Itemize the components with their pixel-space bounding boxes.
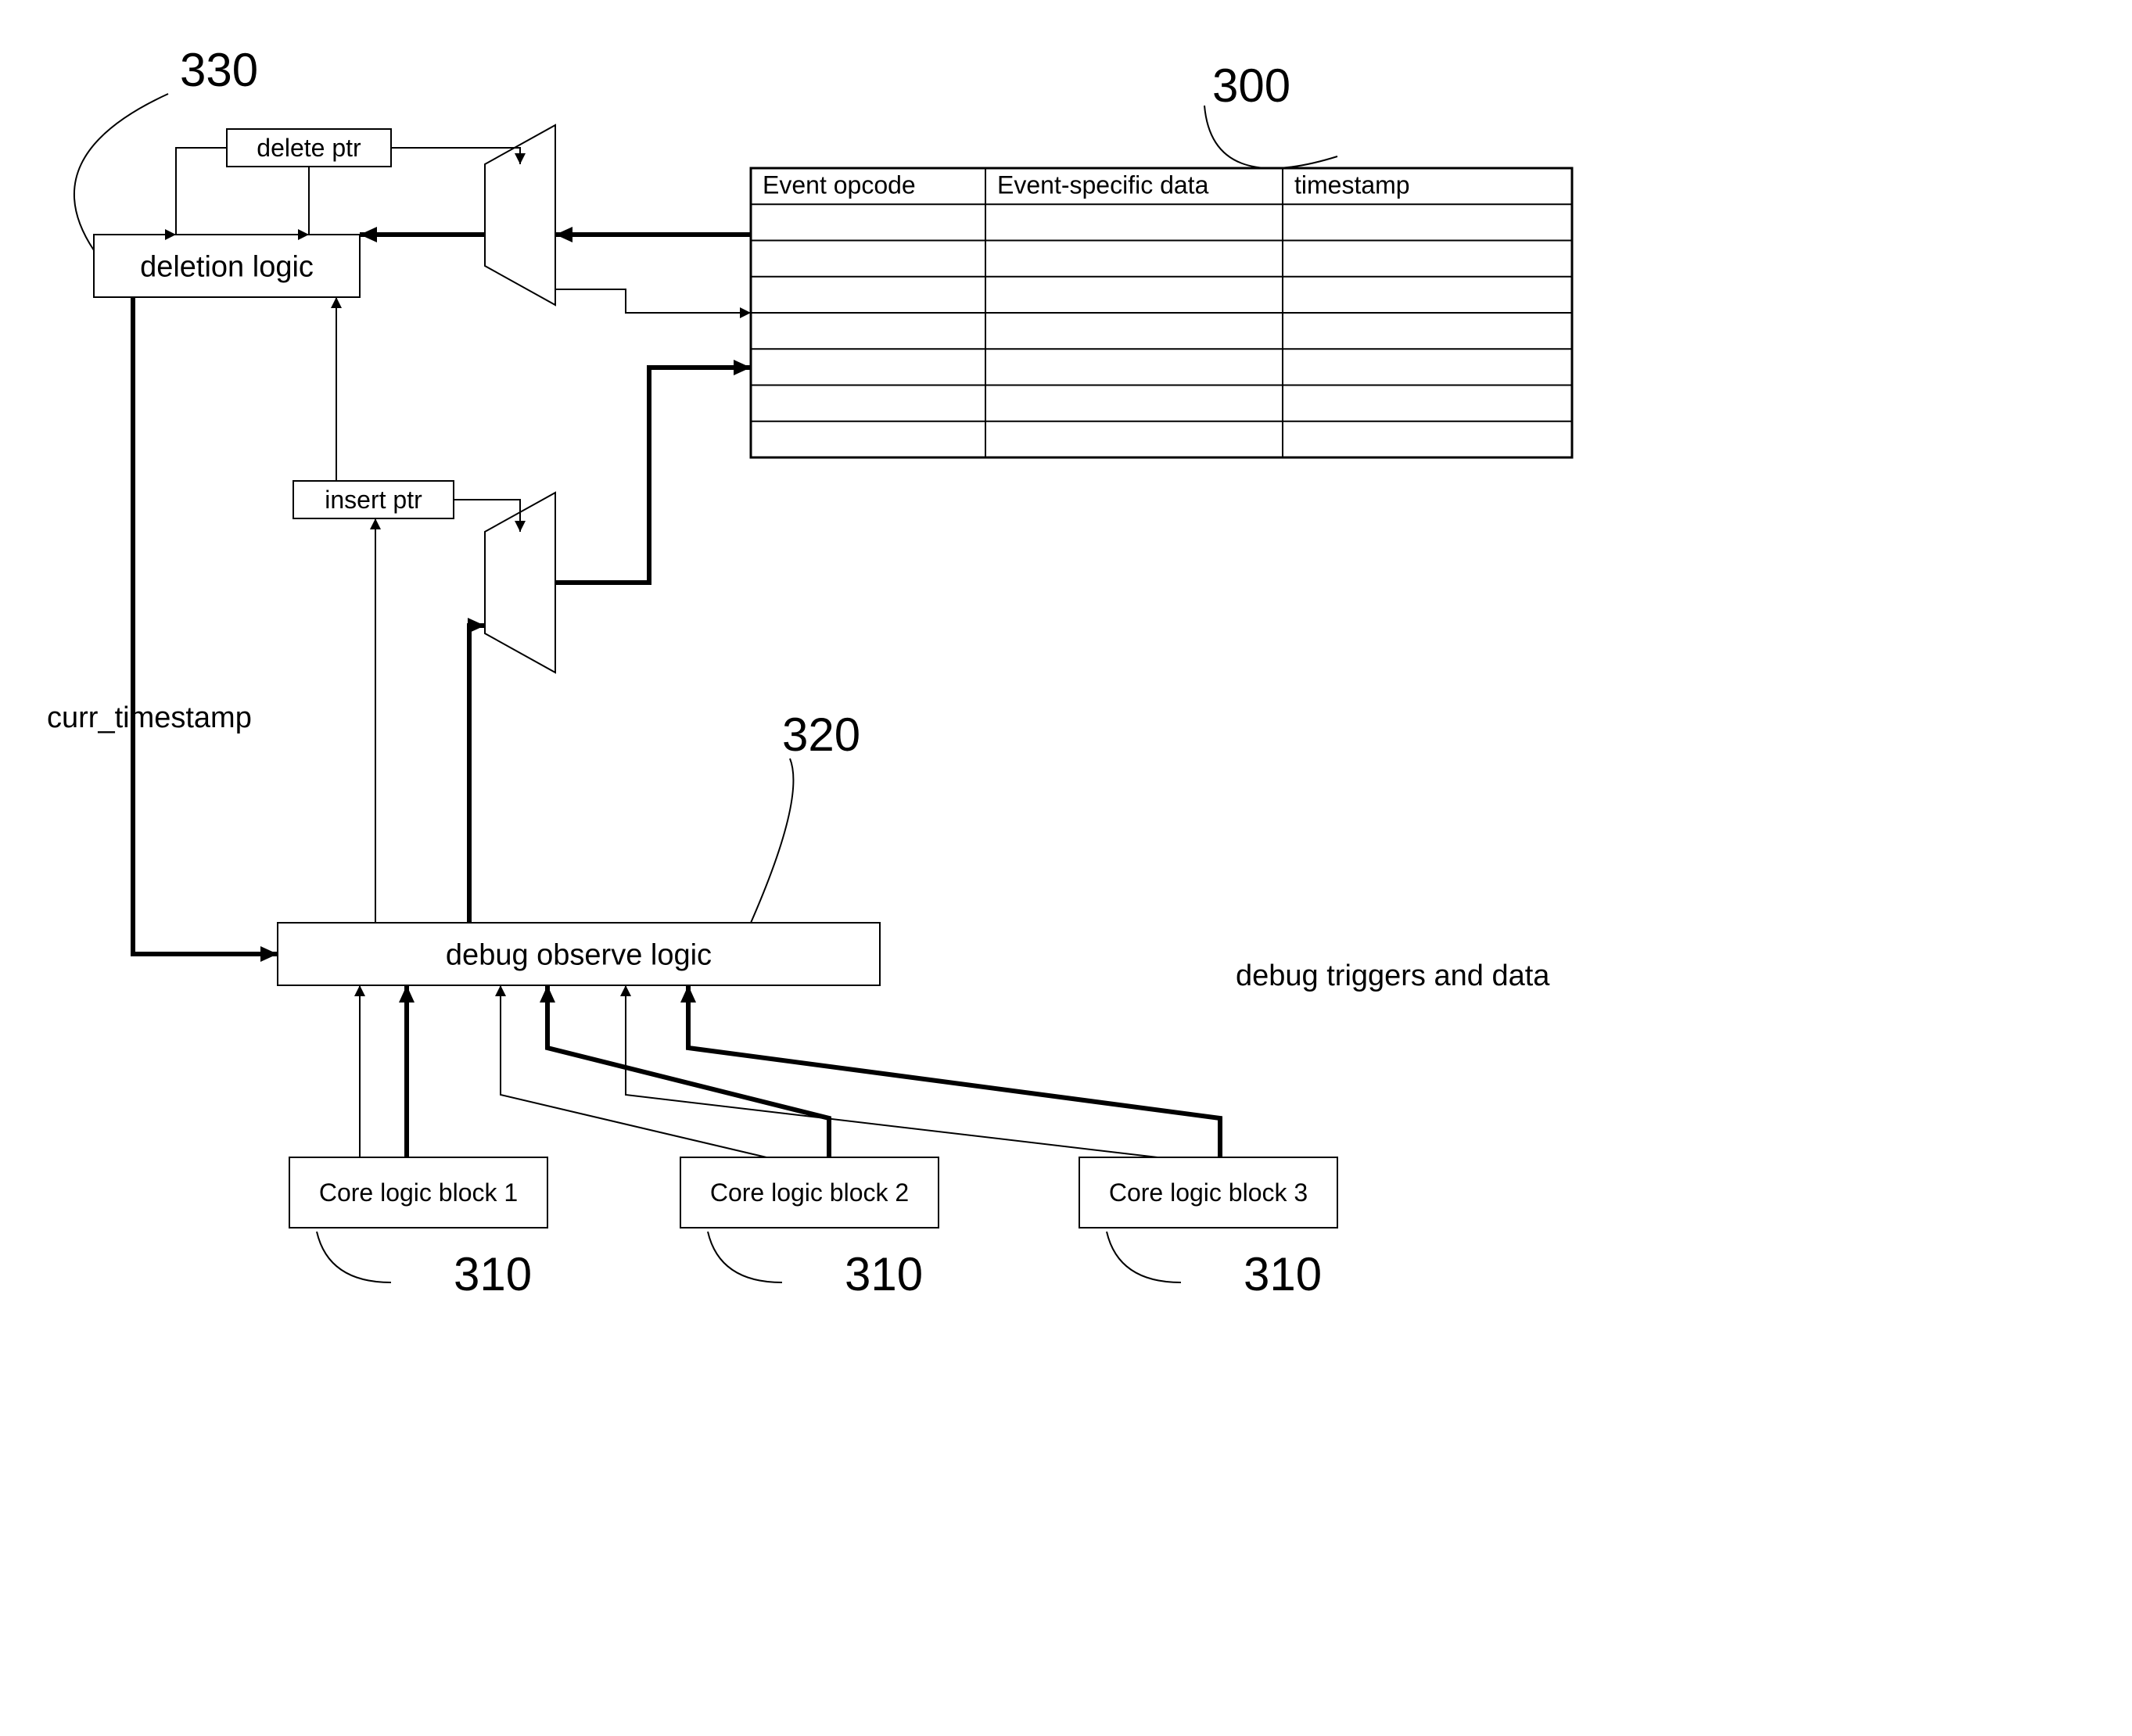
arrow-core3_thin [626, 985, 1158, 1157]
core-logic-block-1-label: Core logic block 1 [319, 1178, 518, 1207]
leader-r310b_curve [708, 1232, 782, 1282]
deletion-logic-box-label: deletion logic [140, 250, 314, 283]
arrowhead [468, 618, 485, 633]
delete-ptr-box-label: delete ptr [257, 134, 361, 162]
ref-r310c: 310 [1244, 1248, 1322, 1300]
debug-observe-logic-box-label: debug observe logic [446, 938, 712, 971]
arrowhead [331, 297, 342, 308]
arrow-delmux_to_table_r3 [555, 289, 751, 313]
ref-r330: 330 [180, 44, 258, 96]
arrow-curr_ts [133, 297, 278, 954]
arrowhead [260, 946, 278, 962]
arrowhead [495, 985, 506, 996]
ref-r310a: 310 [454, 1248, 532, 1300]
arrowhead [540, 985, 555, 1003]
leader-r300_curve [1204, 106, 1337, 168]
arrowhead [620, 985, 631, 996]
table-header-timestamp: timestamp [1294, 170, 1410, 199]
core-logic-block-3-label: Core logic block 3 [1109, 1178, 1308, 1207]
arrow-delptr_loop [176, 148, 227, 235]
arrowhead [360, 227, 377, 242]
arrowhead [399, 985, 415, 1003]
ref-r320: 320 [782, 708, 860, 761]
leader-r310c_curve [1107, 1232, 1181, 1282]
leader-r330_curve [74, 94, 168, 250]
core-logic-block-2-label: Core logic block 2 [710, 1178, 909, 1207]
arrowhead [680, 985, 696, 1003]
ref-r310b: 310 [845, 1248, 923, 1300]
arrow-debug_to_insmux [469, 626, 485, 923]
ref-r300: 300 [1212, 59, 1290, 112]
arrowhead [740, 307, 751, 318]
arrowhead [555, 227, 572, 242]
debug-triggers-label: debug triggers and data [1236, 959, 1550, 992]
arrowhead [370, 518, 381, 529]
arrowhead [734, 360, 751, 375]
arrow-insmux_to_table [555, 368, 751, 583]
leader-r320_curve [751, 759, 793, 923]
insert-ptr-box-label: insert ptr [325, 486, 422, 514]
leader-r310a_curve [317, 1232, 391, 1282]
table-header-opcode: Event opcode [763, 170, 916, 199]
curr-timestamp-label: curr_timestamp [47, 701, 252, 734]
arrowhead [354, 985, 365, 996]
arrow-core3_thick [688, 985, 1220, 1157]
table-header-data: Event-specific data [997, 170, 1209, 199]
